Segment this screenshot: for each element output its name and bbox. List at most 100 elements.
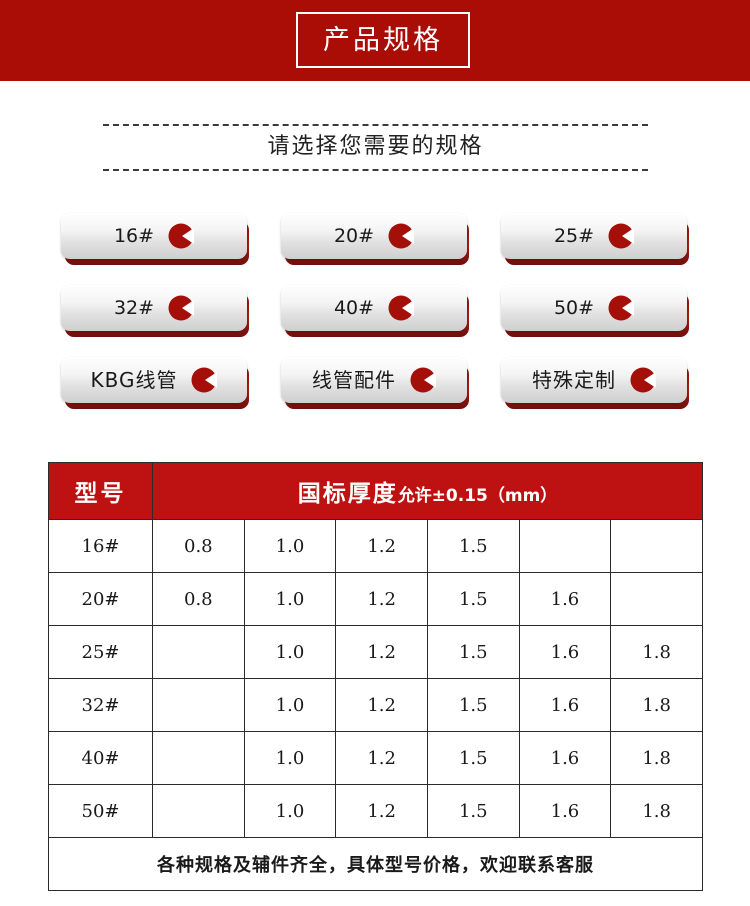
left-arrow-circle-icon — [168, 223, 195, 249]
left-arrow-circle-icon — [388, 223, 415, 249]
left-arrow-circle-icon — [191, 367, 218, 393]
thickness-cell: 1.0 — [243, 731, 337, 785]
thickness-cell: 1.0 — [243, 625, 337, 679]
spec-button-32[interactable]: 32# — [61, 285, 249, 337]
thickness-cell: 1.8 — [610, 731, 703, 785]
spec-button-16[interactable]: 16# — [61, 213, 249, 265]
button-face: 25# — [501, 213, 687, 259]
thickness-cell: 1.6 — [518, 625, 612, 679]
thickness-cell: 1.0 — [243, 519, 337, 573]
thickness-cell: 1.2 — [335, 784, 428, 838]
thickness-cell: 1.2 — [335, 678, 428, 732]
table-row: 32# 1.0 1.2 1.5 1.6 1.8 — [48, 678, 703, 732]
spec-button-label: 25# — [553, 224, 595, 247]
thickness-cell: 1.8 — [610, 784, 703, 838]
spec-button-label: 线管配件 — [312, 368, 396, 392]
spec-button-label: 40# — [333, 296, 375, 319]
thickness-cell: 1.2 — [335, 519, 428, 573]
thickness-cell: 1.6 — [518, 731, 612, 785]
thickness-cell: 1.5 — [426, 678, 520, 732]
thickness-cell — [152, 625, 245, 679]
spec-button-label: 50# — [553, 296, 595, 319]
spec-button-40[interactable]: 40# — [281, 285, 469, 337]
thickness-cell: 1.0 — [243, 678, 337, 732]
table-row: 40# 1.0 1.2 1.5 1.6 1.8 — [48, 731, 703, 785]
thickness-cell: 1.6 — [518, 572, 612, 626]
thickness-cell: 1.8 — [610, 625, 703, 679]
button-face: 50# — [501, 285, 687, 331]
button-face: 40# — [281, 285, 467, 331]
thickness-cell: 1.6 — [518, 784, 612, 838]
spec-button-20[interactable]: 20# — [281, 213, 469, 265]
thickness-cell — [518, 519, 612, 573]
thickness-cell — [610, 572, 703, 626]
left-arrow-circle-icon — [388, 295, 415, 321]
model-cell: 20# — [48, 572, 153, 626]
thickness-cell — [152, 678, 245, 732]
table-header-thickness: 国标厚度允许±0.15（mm） — [152, 462, 703, 520]
spec-button-grid: 16# 20# 25# — [0, 213, 750, 429]
button-face: 20# — [281, 213, 467, 259]
button-face: KBG线管 — [61, 357, 247, 403]
button-face: 32# — [61, 285, 247, 331]
table-header-model: 型号 — [48, 462, 153, 520]
spec-button-50[interactable]: 50# — [501, 285, 689, 337]
thickness-cell: 1.5 — [426, 572, 520, 626]
thickness-label-tolerance: 允许±0.15（mm） — [397, 486, 558, 506]
table-row: 25# 1.0 1.2 1.5 1.6 1.8 — [48, 625, 703, 679]
spec-button-25[interactable]: 25# — [501, 213, 689, 265]
thickness-cell: 1.2 — [335, 625, 428, 679]
spec-button-row: 32# 40# 50# — [0, 285, 750, 337]
left-arrow-circle-icon — [410, 367, 436, 393]
table-header-row: 型号 国标厚度允许±0.15（mm） — [48, 462, 703, 520]
spec-button-custom-order[interactable]: 特殊定制 — [501, 357, 689, 409]
thickness-label-main: 国标厚度 — [297, 481, 398, 507]
thickness-cell: 1.2 — [335, 572, 428, 626]
spec-button-label: 16# — [113, 224, 155, 247]
table-footer-row: 各种规格及辅件齐全，具体型号价格，欢迎联系客服 — [48, 837, 703, 891]
thickness-cell: 0.8 — [152, 519, 245, 573]
thickness-cell: 0.8 — [152, 572, 245, 626]
thickness-cell: 1.2 — [335, 731, 428, 785]
model-cell: 40# — [48, 731, 153, 785]
spec-button-label: 32# — [113, 296, 155, 319]
model-cell: 25# — [48, 625, 153, 679]
page-title-box: 产品规格 — [296, 12, 470, 68]
model-cell: 16# — [48, 519, 153, 573]
thickness-cell — [610, 519, 703, 573]
model-cell: 50# — [48, 784, 153, 838]
thickness-cell — [152, 784, 245, 838]
table-row: 20# 0.8 1.0 1.2 1.5 1.6 — [48, 572, 703, 626]
thickness-cell: 1.8 — [610, 678, 703, 732]
thickness-cell: 1.5 — [426, 784, 520, 838]
spec-button-label: 特殊定制 — [532, 368, 616, 392]
thickness-cell: 1.5 — [426, 731, 520, 785]
table-row: 16# 0.8 1.0 1.2 1.5 — [48, 519, 703, 573]
left-arrow-circle-icon — [168, 295, 195, 321]
subtitle-section: 请选择您需要的规格 — [103, 124, 648, 172]
left-arrow-circle-icon — [630, 367, 656, 393]
subtitle-divider-top — [103, 124, 648, 126]
page-header-band: 产品规格 — [0, 0, 750, 81]
spec-table-section: 型号 国标厚度允许±0.15（mm） 16# 0.8 1.0 1.2 1.5 2… — [48, 462, 703, 891]
page-title: 产品规格 — [323, 24, 443, 56]
thickness-cell: 1.0 — [243, 572, 337, 626]
thickness-cell — [152, 731, 245, 785]
spec-button-label: KBG线管 — [90, 368, 178, 392]
subtitle-text: 请选择您需要的规格 — [267, 134, 484, 159]
spec-button-row: KBG线管 线管配件 特殊定制 — [0, 357, 750, 409]
button-face: 16# — [61, 213, 247, 259]
left-arrow-circle-icon — [608, 295, 635, 321]
button-face: 特殊定制 — [501, 357, 687, 403]
thickness-cell: 1.5 — [426, 625, 520, 679]
thickness-cell: 1.5 — [426, 519, 520, 573]
spec-button-conduit-accessories[interactable]: 线管配件 — [281, 357, 469, 409]
thickness-cell: 1.6 — [518, 678, 612, 732]
table-row: 50# 1.0 1.2 1.5 1.6 1.8 — [48, 784, 703, 838]
thickness-cell: 1.0 — [243, 784, 337, 838]
spec-button-row: 16# 20# 25# — [0, 213, 750, 265]
left-arrow-circle-icon — [608, 223, 635, 249]
button-face: 线管配件 — [281, 357, 467, 403]
spec-button-kbg-conduit[interactable]: KBG线管 — [61, 357, 249, 409]
subtitle-divider-bottom — [103, 169, 648, 172]
